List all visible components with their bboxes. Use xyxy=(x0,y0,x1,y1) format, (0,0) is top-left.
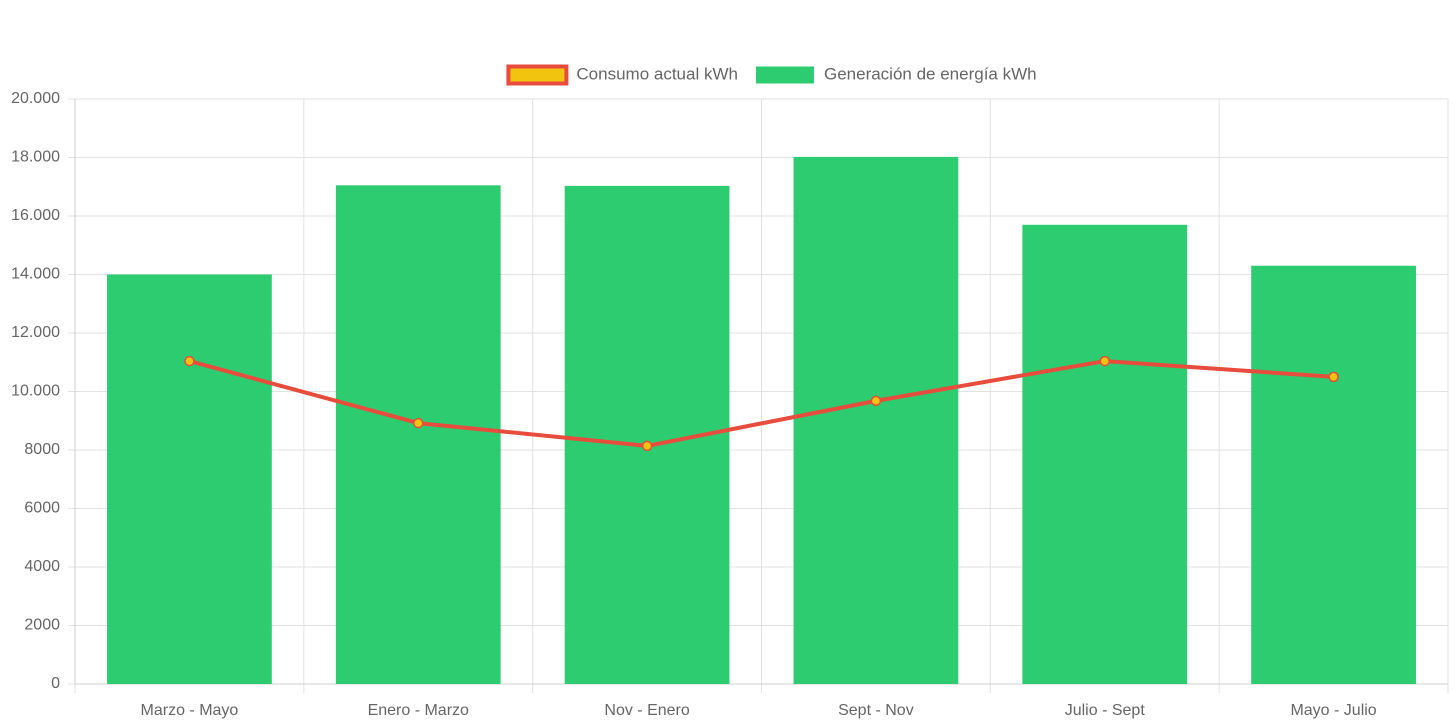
line-point xyxy=(1099,355,1110,367)
line-point xyxy=(1328,371,1339,383)
y-tick-label: 14.000 xyxy=(11,266,60,283)
y-tick-label: 4000 xyxy=(24,558,60,575)
y-tick-label: 2000 xyxy=(24,617,60,634)
y-tick-label: 8000 xyxy=(24,441,60,458)
y-tick-label: 12.000 xyxy=(11,324,60,341)
y-tick-label: 0 xyxy=(51,675,60,692)
x-tick-label: Mayo - Julio xyxy=(1290,702,1376,719)
bar xyxy=(1251,265,1416,684)
bar xyxy=(335,185,501,684)
y-tick-label: 20.000 xyxy=(11,90,60,107)
x-tick-label: Sept - Nov xyxy=(838,702,914,719)
bar xyxy=(793,156,959,685)
bar xyxy=(1022,224,1188,684)
bar xyxy=(107,274,272,684)
x-tick-label: Julio - Sept xyxy=(1065,702,1146,719)
x-tick-label: Marzo - Mayo xyxy=(141,702,239,719)
line xyxy=(188,359,1334,448)
y-tick-label: 18.000 xyxy=(11,149,60,166)
legend: Consumo actual kWh Generación de energía … xyxy=(506,64,1037,86)
x-tick-label: Nov - Enero xyxy=(604,702,689,719)
x-tick-label: Enero - Marzo xyxy=(368,702,469,719)
line-point xyxy=(184,355,195,367)
line-point xyxy=(413,417,424,429)
y-tick-label: 6000 xyxy=(24,500,60,517)
legend-swatch xyxy=(506,64,569,86)
legend-label: Consumo actual kWh xyxy=(576,64,738,83)
legend-swatch xyxy=(755,66,814,84)
y-tick-label: 10.000 xyxy=(11,383,60,400)
y-tick-label: 16.000 xyxy=(11,207,60,224)
line-point xyxy=(870,395,882,407)
legend-label: Generación de energía kWh xyxy=(824,64,1037,83)
line-point xyxy=(641,440,653,452)
